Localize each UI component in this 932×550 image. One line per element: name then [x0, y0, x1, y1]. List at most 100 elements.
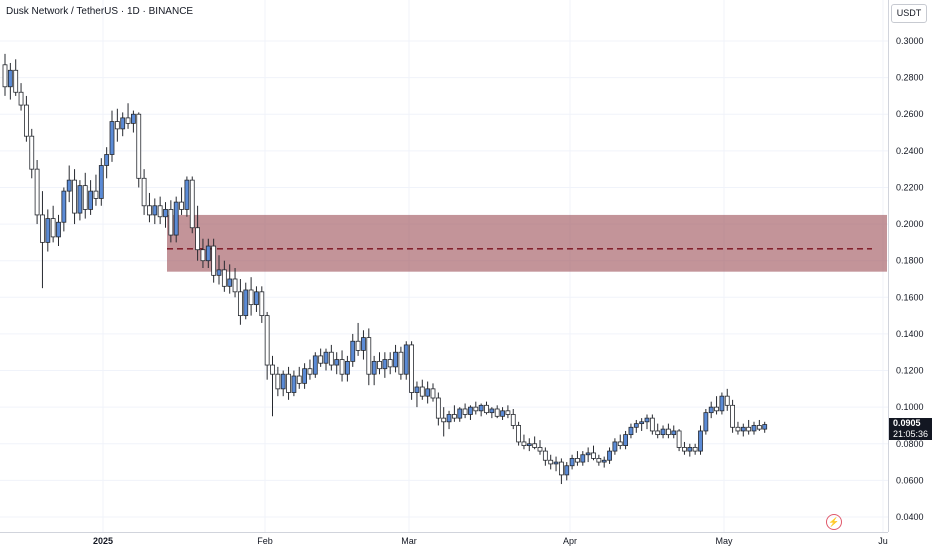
- candle-body: [494, 408, 500, 417]
- candle-body: [270, 364, 275, 375]
- candle-body: [387, 359, 393, 368]
- time-tick-label: 2025: [93, 536, 113, 546]
- price-tick-label: 0.2600: [896, 109, 924, 119]
- candle-body: [136, 113, 142, 179]
- price-tick-label: 0.0400: [896, 512, 924, 522]
- candle-body: [318, 355, 324, 364]
- time-tick-label: Feb: [257, 536, 273, 546]
- price-tick-label: 0.2400: [896, 146, 924, 156]
- candle-body: [756, 425, 762, 430]
- candle-body: [521, 441, 527, 447]
- price-tick-label: 0.1800: [896, 256, 924, 266]
- candle-body: [66, 179, 72, 192]
- candle-body: [585, 452, 591, 456]
- candle-body: [157, 205, 163, 218]
- candle-body: [50, 218, 56, 238]
- candle-body: [382, 359, 388, 370]
- candle-body: [152, 205, 158, 216]
- candle-body: [377, 360, 382, 370]
- candle-body: [339, 359, 345, 375]
- candle-body: [542, 450, 548, 461]
- candle-body: [88, 190, 93, 210]
- candle-body: [703, 412, 709, 432]
- candle-body: [746, 426, 752, 432]
- candle-body: [344, 360, 350, 375]
- candle-body: [205, 245, 211, 262]
- price-tick-label: 0.2000: [896, 219, 924, 229]
- candle-body: [633, 423, 639, 428]
- candle-body: [425, 388, 431, 397]
- candle-body: [163, 209, 168, 218]
- candle-body: [414, 386, 420, 393]
- price-tick-label: 0.1600: [896, 292, 924, 302]
- candle-body: [296, 375, 302, 384]
- candle-body: [232, 278, 238, 293]
- time-axis[interactable]: 2025 Feb Mar Apr May Ju: [93, 536, 888, 546]
- candle-body: [125, 117, 131, 124]
- candle-body: [762, 424, 768, 430]
- candle-body: [23, 104, 29, 137]
- candle-body: [441, 417, 447, 423]
- candle-body: [409, 344, 415, 393]
- chart-title: Dusk Network / TetherUS · 1D · BINANCE: [6, 6, 194, 17]
- candle-body: [575, 458, 580, 463]
- candle-body: [724, 395, 730, 406]
- candle-body: [628, 426, 634, 436]
- candle-body: [237, 291, 243, 317]
- bar-countdown: 21:05:36: [893, 429, 929, 439]
- candle-body: [644, 417, 650, 423]
- candle-body: [34, 168, 40, 216]
- candle-body: [607, 450, 612, 461]
- candle-body: [692, 447, 698, 452]
- candle-body: [735, 426, 741, 432]
- candle-body: [40, 214, 45, 243]
- candle-body: [639, 421, 645, 425]
- candle-body: [698, 430, 703, 452]
- candle-body: [302, 368, 308, 384]
- candle-body: [419, 386, 425, 397]
- time-tick-label: Mar: [401, 536, 417, 546]
- candle-body: [361, 337, 366, 351]
- candle-body: [189, 179, 195, 229]
- candle-body: [275, 373, 281, 390]
- candle-body: [548, 459, 554, 465]
- candle-body: [216, 269, 222, 276]
- candle-body: [596, 458, 602, 463]
- candle-body: [708, 406, 714, 414]
- candle-body: [655, 430, 661, 436]
- lightning-icon[interactable]: ⚡: [826, 514, 842, 530]
- candle-body: [366, 337, 372, 375]
- candle-body: [82, 185, 88, 210]
- candle-body: [687, 447, 693, 452]
- candle-body: [334, 359, 340, 366]
- resistance-zone: [167, 214, 887, 272]
- candle-body: [371, 360, 377, 375]
- price-tick-label: 0.2200: [896, 182, 924, 192]
- candle-body: [489, 408, 495, 414]
- candle-body: [660, 428, 666, 436]
- candle-body: [221, 269, 227, 287]
- candle-body: [227, 278, 233, 287]
- candle-body: [195, 227, 201, 251]
- candle-body: [323, 351, 329, 364]
- candle-body: [350, 340, 356, 362]
- candle-body: [682, 447, 687, 452]
- candle-body: [676, 430, 682, 448]
- price-tick-label: 0.3000: [896, 36, 924, 46]
- price-tick-label: 0.0800: [896, 439, 924, 449]
- candle-body: [72, 179, 77, 214]
- price-axis[interactable]: 0.3000 0.2800 0.2600 0.2400 0.2200 0.2000 0.18…: [896, 36, 924, 522]
- currency-button[interactable]: USDT: [891, 4, 927, 23]
- candle-body: [211, 245, 217, 276]
- candle-body: [2, 64, 8, 88]
- candle-body: [580, 454, 586, 463]
- candle-body: [141, 177, 147, 207]
- last-price-value: 0.0905: [893, 418, 921, 428]
- candle-body: [184, 179, 190, 210]
- candle-body: [559, 461, 564, 476]
- candle-body: [130, 113, 136, 124]
- candle-body: [564, 465, 570, 476]
- candle-body: [516, 425, 521, 443]
- candle-body: [478, 404, 484, 412]
